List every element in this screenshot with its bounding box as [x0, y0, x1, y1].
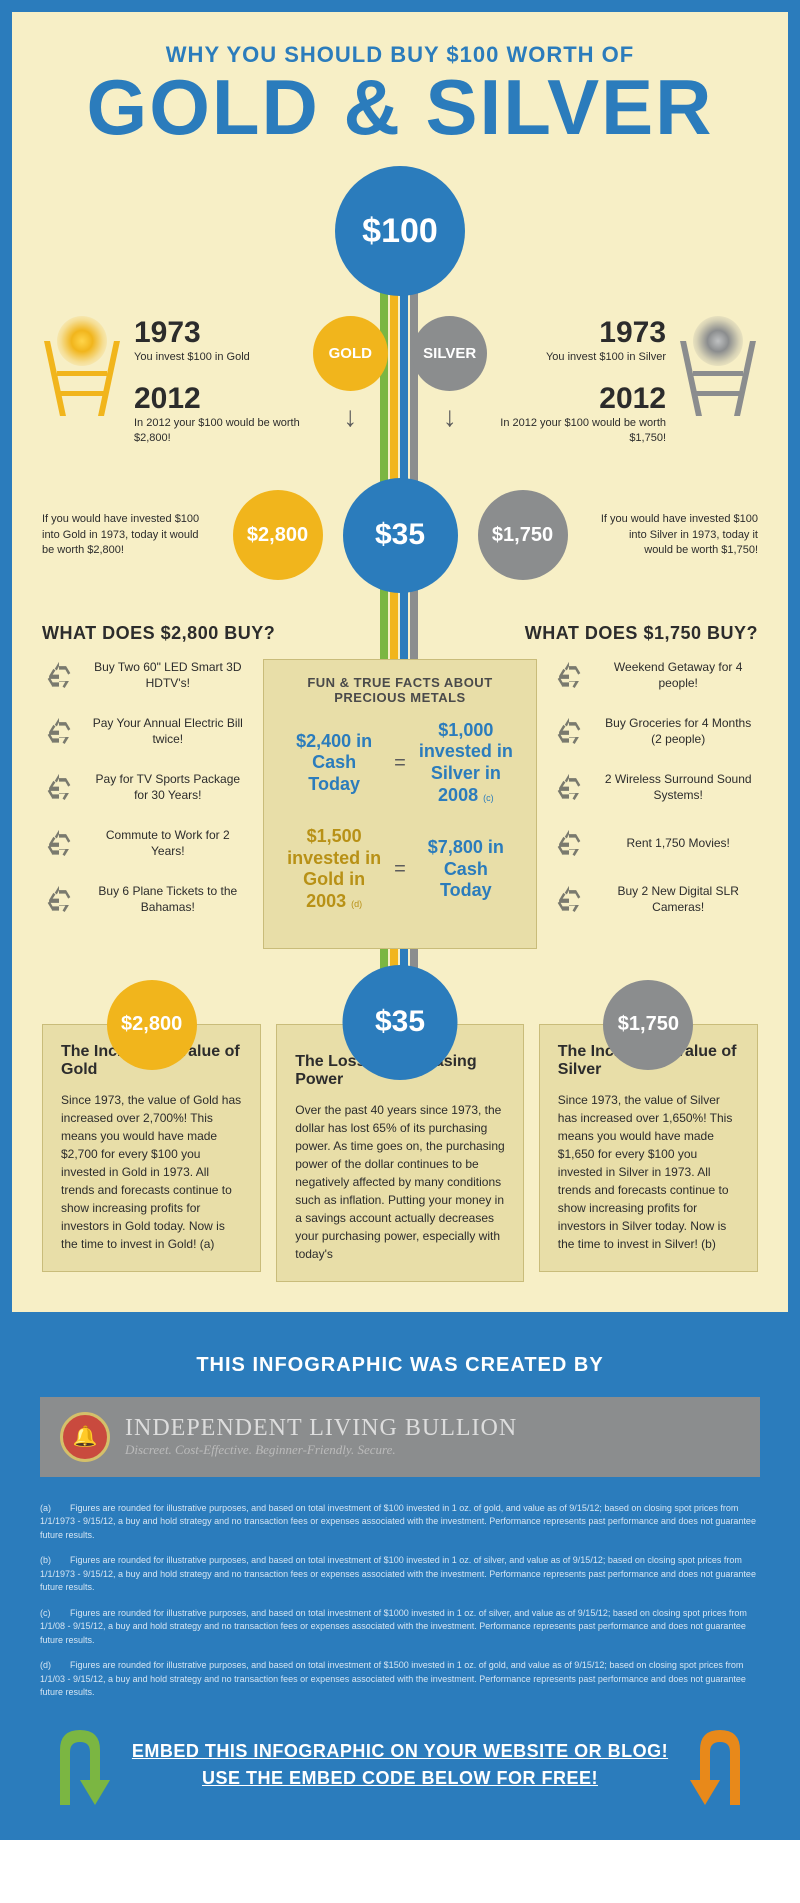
buy-item-text: Pay for TV Sports Package for 30 Years! [88, 772, 248, 803]
fact-2-left: $1,500 invested in Gold in 2003 (d) [284, 826, 384, 912]
footnote: (a)Figures are rounded for illustrative … [40, 1502, 760, 1543]
buy-item-text: Commute to Work for 2 Years! [88, 828, 248, 859]
fact-1-left: $2,400 in Cash Today [284, 731, 384, 796]
silver-side: 1973You invest $100 in Silver 2012In 201… [499, 316, 758, 463]
header-title: GOLD & SILVER [32, 68, 768, 146]
buy-item-text: Buy Two 60" LED Smart 3D HDTV's! [88, 660, 248, 691]
recycle-icon [42, 659, 76, 693]
silver-summary-text: Since 1973, the value of Silver has incr… [558, 1091, 739, 1253]
buy-item: Rent 1,750 Movies! [552, 827, 758, 861]
buy-item: Buy Two 60" LED Smart 3D HDTV's! [42, 659, 248, 693]
center-summary-box: $35 The Loss of Purchasing Power Over th… [276, 1024, 524, 1282]
embed-cta[interactable]: EMBED THIS INFOGRAPHIC ON YOUR WEBSITE O… [110, 1738, 690, 1792]
recycle-icon [552, 659, 586, 693]
equals-icon: = [394, 752, 406, 775]
buy-item: Commute to Work for 2 Years! [42, 827, 248, 861]
footnote: (c)Figures are rounded for illustrative … [40, 1607, 760, 1648]
recycle-icon [552, 771, 586, 805]
footer-brand-name: INDEPENDENT LIVING BULLION [125, 1415, 517, 1442]
buy-item: Buy 6 Plane Tickets to the Bahamas! [42, 883, 248, 917]
gold-note: If you would have invested $100 into Gol… [42, 512, 202, 558]
center-summary-circle: $35 [343, 965, 458, 1080]
top-amount-circle: $100 [335, 166, 465, 296]
gold-year-2: 2012 [134, 382, 301, 416]
silver-summary-circle: $1,750 [603, 980, 693, 1070]
buy-item: 2 Wireless Surround Sound Systems! [552, 771, 758, 805]
footer: THIS INFOGRAPHIC WAS CREATED BY 🔔 INDEPE… [0, 1324, 800, 1840]
footer-tagline: Discreet. Cost-Effective. Beginner-Frien… [125, 1442, 517, 1458]
equals-icon: = [394, 858, 406, 881]
recycle-icon [42, 715, 76, 749]
recycle-icon [42, 771, 76, 805]
buy-item: Buy 2 New Digital SLR Cameras! [552, 883, 758, 917]
branch-labels: GOLD ↓ SILVER ↓ [301, 316, 500, 443]
buy-item: Pay Your Annual Electric Bill twice! [42, 715, 248, 749]
gold-year-1: 1973 [134, 316, 301, 350]
buy-item-text: Weekend Getaway for 4 people! [598, 660, 758, 691]
brand-logo-icon: 🔔 [60, 1412, 110, 1462]
u-turn-arrow-icon [690, 1720, 760, 1810]
arrow-down-icon: ↓ [318, 401, 383, 433]
gold-summary-circle: $2,800 [107, 980, 197, 1070]
recycle-icon [42, 827, 76, 861]
gold-tower-icon [42, 316, 122, 416]
buy-item-text: Buy 2 New Digital SLR Cameras! [598, 884, 758, 915]
header: WHY YOU SHOULD BUY $100 WORTH OF GOLD & … [12, 12, 788, 166]
buy-list-left: Buy Two 60" LED Smart 3D HDTV's! Pay Your… [42, 659, 248, 949]
infographic-frame: WHY YOU SHOULD BUY $100 WORTH OF GOLD & … [0, 0, 800, 1324]
gold-value-circle: $2,800 [233, 490, 323, 580]
facts-box: FUN & TRUE FACTS ABOUT PRECIOUS METALS $… [263, 659, 538, 949]
buy-list-right: Weekend Getaway for 4 people! Buy Groceri… [552, 659, 758, 949]
center-value-circle: $35 [343, 478, 458, 593]
silver-summary-box: $1,750 The Increasing Value of Silver Si… [539, 1024, 758, 1272]
buy-item-text: Rent 1,750 Movies! [598, 836, 758, 852]
center-summary-text: Over the past 40 years since 1973, the d… [295, 1101, 505, 1263]
fact-2-right: $7,800 in Cash Today [416, 837, 516, 902]
facts-title: FUN & TRUE FACTS ABOUT PRECIOUS METALS [279, 675, 522, 705]
buy-item-text: 2 Wireless Surround Sound Systems! [598, 772, 758, 803]
silver-tower-icon [678, 316, 758, 416]
silver-year-1: 1973 [499, 316, 666, 350]
footnote: (b)Figures are rounded for illustrative … [40, 1554, 760, 1595]
buy-item-text: Buy 6 Plane Tickets to the Bahamas! [88, 884, 248, 915]
silver-year-2: 2012 [499, 382, 666, 416]
buy-item-text: Pay Your Annual Electric Bill twice! [88, 716, 248, 747]
silver-branch-circle: SILVER [412, 316, 487, 391]
gold-year-2-sub: In 2012 your $100 would be worth $2,800! [134, 416, 301, 445]
gold-year-1-sub: You invest $100 in Gold [134, 350, 301, 364]
silver-value-circle: $1,750 [478, 490, 568, 580]
buy-title-right: WHAT DOES $1,750 BUY? [525, 623, 758, 644]
buy-item-text: Buy Groceries for 4 Months (2 people) [598, 716, 758, 747]
footer-brand-banner: 🔔 INDEPENDENT LIVING BULLION Discreet. C… [40, 1397, 760, 1477]
buy-item: Weekend Getaway for 4 people! [552, 659, 758, 693]
silver-year-1-sub: You invest $100 in Silver [499, 350, 666, 364]
silver-note: If you would have invested $100 into Sil… [598, 512, 758, 558]
footnote: (d)Figures are rounded for illustrative … [40, 1659, 760, 1700]
gold-summary-text: Since 1973, the value of Gold has increa… [61, 1091, 242, 1253]
arrow-down-icon: ↓ [417, 401, 482, 433]
fact-1-right: $1,000 invested in Silver in 2008 (c) [416, 720, 516, 806]
silver-year-2-sub: In 2012 your $100 would be worth $1,750! [499, 416, 666, 445]
gold-side: 1973You invest $100 in Gold 2012In 2012 … [42, 316, 301, 463]
recycle-icon [552, 883, 586, 917]
buy-item: Buy Groceries for 4 Months (2 people) [552, 715, 758, 749]
recycle-icon [552, 715, 586, 749]
recycle-icon [42, 883, 76, 917]
footer-created-by: THIS INFOGRAPHIC WAS CREATED BY [40, 1354, 760, 1377]
buy-item: Pay for TV Sports Package for 30 Years! [42, 771, 248, 805]
recycle-icon [552, 827, 586, 861]
buy-title-left: WHAT DOES $2,800 BUY? [42, 623, 275, 644]
gold-branch-circle: GOLD [313, 316, 388, 391]
gold-summary-box: $2,800 The Increasing Value of Gold Sinc… [42, 1024, 261, 1272]
u-turn-arrow-icon [40, 1720, 110, 1810]
value-circles: $2,800 $35 $1,750 [233, 478, 568, 593]
